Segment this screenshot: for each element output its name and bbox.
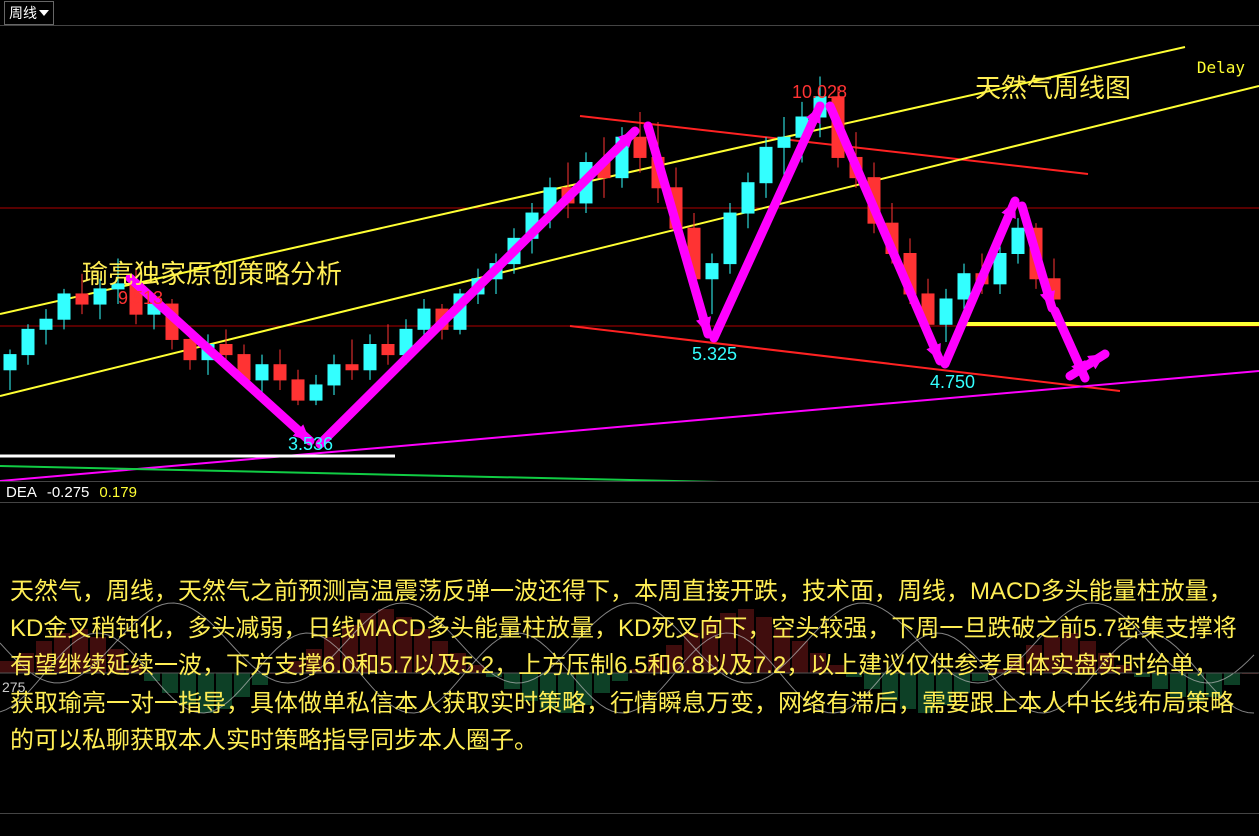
top-toolbar: 周线 — [0, 0, 1259, 26]
indicator-header: DEA -0.275 0.179 — [0, 481, 1259, 503]
timeframe-label: 周线 — [9, 3, 37, 23]
price-label: 4.750 — [930, 372, 975, 393]
chart-title: 天然气周线图 — [975, 68, 1131, 105]
dea-avg: 0.179 — [99, 484, 137, 501]
delay-indicator: Delay — [1197, 58, 1245, 77]
price-label: 10.028 — [792, 82, 847, 103]
macd-subchart[interactable]: 275 天然气，周线，天然气之前预测高温震荡反弹一波还得下，本周直接开跌，技术面… — [0, 503, 1259, 813]
price-label: 3.536 — [288, 434, 333, 455]
date-axis — [0, 813, 1259, 835]
chevron-down-icon — [39, 10, 49, 16]
timeframe-dropdown[interactable]: 周线 — [4, 1, 54, 25]
dea-value: -0.275 — [47, 484, 90, 501]
dea-label: DEA — [6, 484, 37, 501]
analysis-paragraph: 天然气，周线，天然气之前预测高温震荡反弹一波还得下，本周直接开跌，技术面，周线，… — [10, 573, 1240, 759]
main-price-chart[interactable]: 瑜亮独家原创策略分析 天然气周线图 Delay 9.513 3.536 5.325 1… — [0, 26, 1259, 481]
author-strategy-title: 瑜亮独家原创策略分析 — [82, 254, 342, 291]
price-label: 5.325 — [692, 344, 737, 365]
price-label: 9.513 — [118, 288, 163, 309]
